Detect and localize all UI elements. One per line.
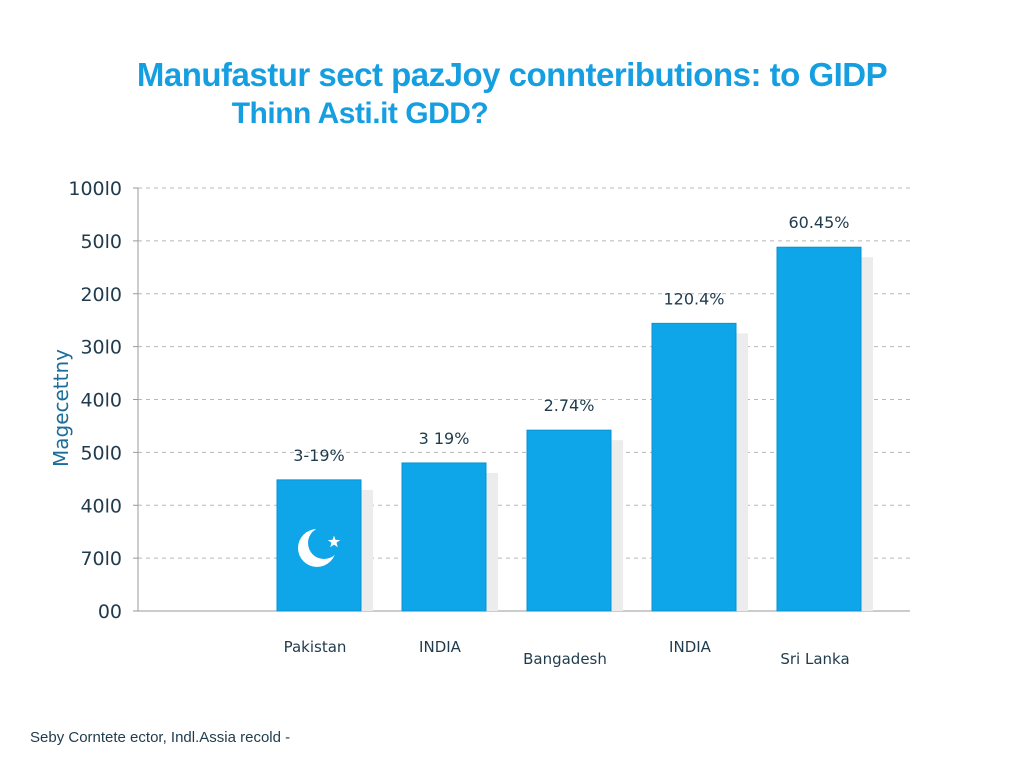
x-tick-label: Pakistan <box>284 638 347 656</box>
data-label: 3 19% <box>419 429 470 448</box>
data-label: 3-19% <box>293 446 345 465</box>
data-label: 2.74% <box>544 396 595 415</box>
chart-title: Manufastur sect pazJoy connteributions: … <box>136 56 888 93</box>
data-label: 60.45% <box>788 213 849 232</box>
bar <box>776 246 862 612</box>
y-tick-label: 20l0 <box>80 284 122 306</box>
y-tick-label: 70l0 <box>80 548 122 570</box>
chart-subtitle: Thinn Asti.it GDD? <box>231 97 489 130</box>
crescent-star-icon <box>298 527 341 567</box>
data-label: 120.4% <box>663 289 724 308</box>
y-tick-label: 00 <box>98 601 122 623</box>
x-tick-label: INDIA <box>669 638 712 656</box>
bar <box>526 429 612 612</box>
x-tick-label: Sri Lanka <box>780 650 849 668</box>
y-tick-label: 40l0 <box>80 495 122 517</box>
x-tick-label: Bangadesh <box>523 650 607 668</box>
y-tick-label: 100l0 <box>68 178 122 200</box>
source-note: Seby Corntete ector, Indl.Assia recold - <box>30 729 291 746</box>
bar <box>651 322 737 612</box>
bar <box>401 462 487 612</box>
y-tick-label: 50l0 <box>80 231 122 253</box>
y-axis-label: Magecettny <box>49 349 73 467</box>
y-tick-label: 50l0 <box>80 442 122 464</box>
y-tick-label: 30l0 <box>80 337 122 359</box>
y-tick-label: 40l0 <box>80 390 122 412</box>
x-tick-label: INDIA <box>419 638 462 656</box>
